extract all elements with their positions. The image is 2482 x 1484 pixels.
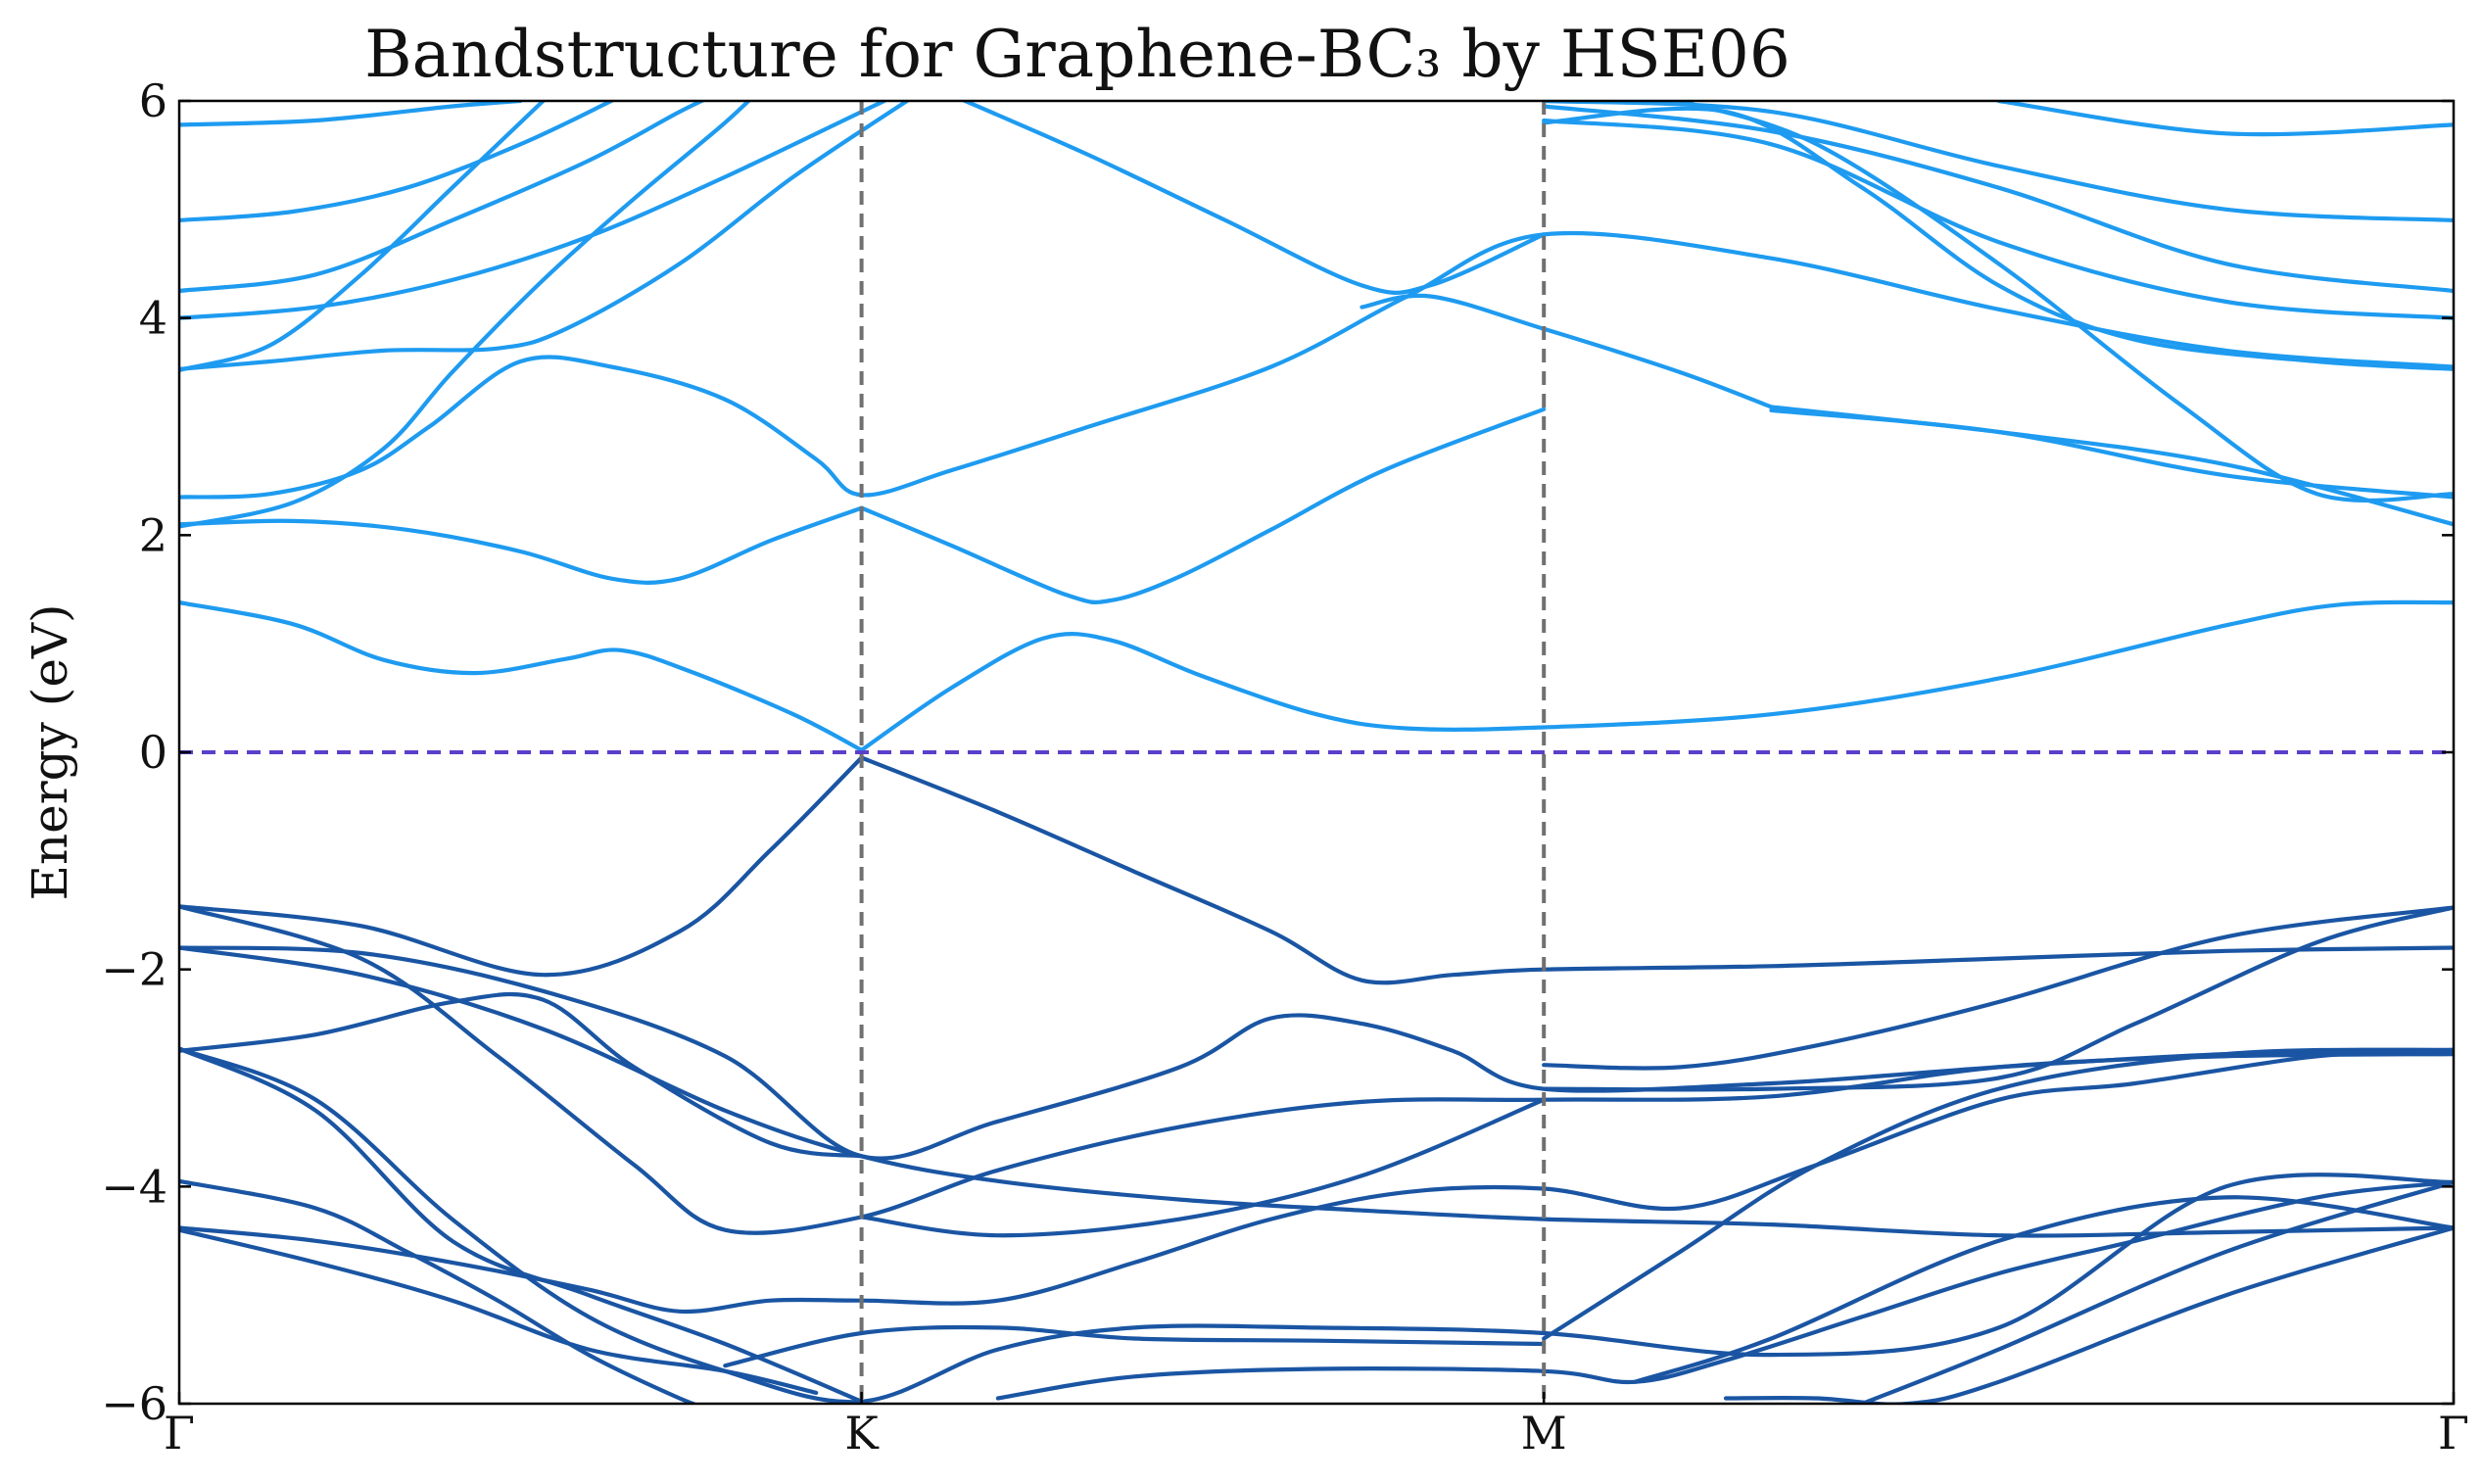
conduction-band-line [179,600,864,752]
y-axis-label: Energy (eV) [22,603,78,900]
valence-band-line [179,1178,699,1404]
x-tick-label: Γ [2438,1407,2469,1460]
valence-band-line [859,755,2454,985]
valence-band-line [1542,905,2454,1092]
conduction-band-line [179,101,886,320]
conduction-band-line [1996,101,2454,137]
conduction-band-line [179,101,707,294]
conduction-band-line [1678,101,2454,503]
reference-lines [179,101,2454,1404]
valence-band-line [179,1046,2454,1404]
valence-band-line [179,945,2454,1238]
conduction-band-line [179,505,864,585]
x-tick-label: K [844,1407,880,1460]
valence-band-line [723,1324,1547,1368]
y-tick-label: −6 [101,1377,167,1430]
conduction-band-line [1542,104,2454,294]
conduction-band-line [1542,118,2454,320]
conduction-band-line [179,101,523,127]
valence-band-line [179,1049,2454,1315]
conduction-band-line [179,230,2454,500]
conduction-band-line [179,101,546,372]
valence-band-line [1542,1047,2454,1341]
valence-band-line [859,1097,1547,1238]
conduction-band-line [1542,106,2454,371]
valence-band-line [179,1046,864,1404]
valence-band-line [179,755,864,978]
y-tick-label: 4 [139,292,167,345]
conduction-band-line [859,407,1547,604]
conduction-band-line [959,101,1547,295]
valence-band-line [995,1179,2454,1401]
valence-band-line [179,1227,819,1395]
conduction-band-line [179,101,910,371]
valence-band-line [1723,1225,2454,1404]
chart-title: Bandstructure for Graphene-BC₃ by HSE06 [364,17,1790,92]
conduction-band-line [1360,293,1774,409]
valence-band-line [1633,1195,2454,1384]
conduction-band-line [179,101,752,529]
valence-band-line [179,991,864,1159]
x-tick-label: M [1521,1407,1567,1460]
conduction-band-line [179,101,614,222]
y-tick-label: −2 [101,943,167,996]
y-tick-label: 6 [139,74,167,127]
valence-band-line [1542,905,2454,1071]
conduction-band-line [1769,407,2454,500]
x-tick-label: Γ [164,1407,195,1460]
conduction-band-line [859,599,2454,752]
band-lines [179,101,2454,1404]
y-tick-label: −4 [101,1160,167,1213]
y-tick-label: 0 [139,726,167,779]
valence-band-line [179,904,2454,1235]
y-ticks: 6 4 2 0 −2 −4 −6 [101,74,2454,1430]
conduction-band-line [1769,405,2454,527]
valence-band-line [1860,1179,2454,1404]
valence-band-line [179,945,2454,1161]
y-tick-label: 2 [139,508,167,561]
